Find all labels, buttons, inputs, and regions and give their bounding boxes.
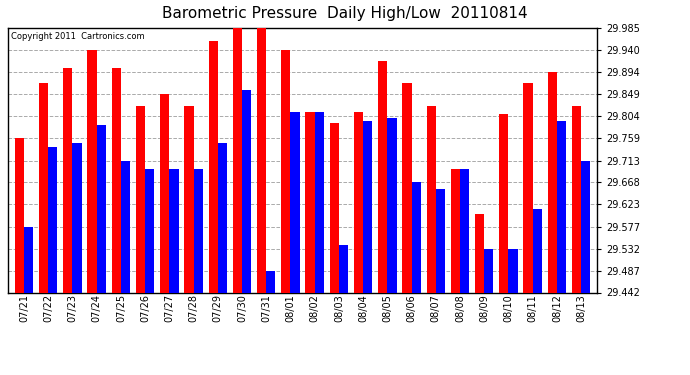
Bar [330, 123, 339, 292]
Bar [363, 121, 373, 292]
Bar [524, 83, 533, 292]
Text: Barometric Pressure  Daily High/Low  20110814: Barometric Pressure Daily High/Low 20110… [162, 6, 528, 21]
Bar [136, 105, 145, 292]
Bar [557, 121, 566, 292]
Bar [402, 83, 411, 292]
Bar [315, 112, 324, 292]
Bar [484, 249, 493, 292]
Bar [475, 214, 484, 292]
Bar [257, 28, 266, 292]
Bar [14, 138, 24, 292]
Bar [88, 50, 97, 292]
Bar [121, 160, 130, 292]
Bar [411, 183, 421, 292]
Bar [63, 68, 72, 292]
Text: Copyright 2011  Cartronics.com: Copyright 2011 Cartronics.com [11, 32, 145, 41]
Bar [451, 170, 460, 292]
Bar [500, 114, 509, 292]
Bar [194, 170, 203, 292]
Bar [145, 170, 155, 292]
Bar [48, 147, 57, 292]
Bar [184, 105, 194, 292]
Bar [378, 61, 387, 292]
Bar [533, 209, 542, 292]
Bar [354, 112, 363, 292]
Bar [72, 142, 81, 292]
Bar [339, 245, 348, 292]
Bar [426, 105, 436, 292]
Bar [509, 249, 518, 292]
Bar [242, 90, 251, 292]
Bar [266, 271, 275, 292]
Bar [233, 28, 242, 292]
Bar [282, 50, 290, 292]
Bar [169, 170, 179, 292]
Bar [112, 68, 121, 292]
Bar [160, 94, 169, 292]
Bar [548, 72, 557, 292]
Bar [290, 112, 299, 292]
Bar [572, 105, 581, 292]
Bar [460, 170, 469, 292]
Bar [218, 142, 227, 292]
Bar [39, 83, 48, 292]
Bar [306, 112, 315, 292]
Bar [581, 160, 591, 292]
Bar [24, 227, 33, 292]
Bar [208, 41, 218, 292]
Bar [387, 118, 397, 292]
Bar [436, 189, 445, 292]
Bar [97, 125, 106, 292]
